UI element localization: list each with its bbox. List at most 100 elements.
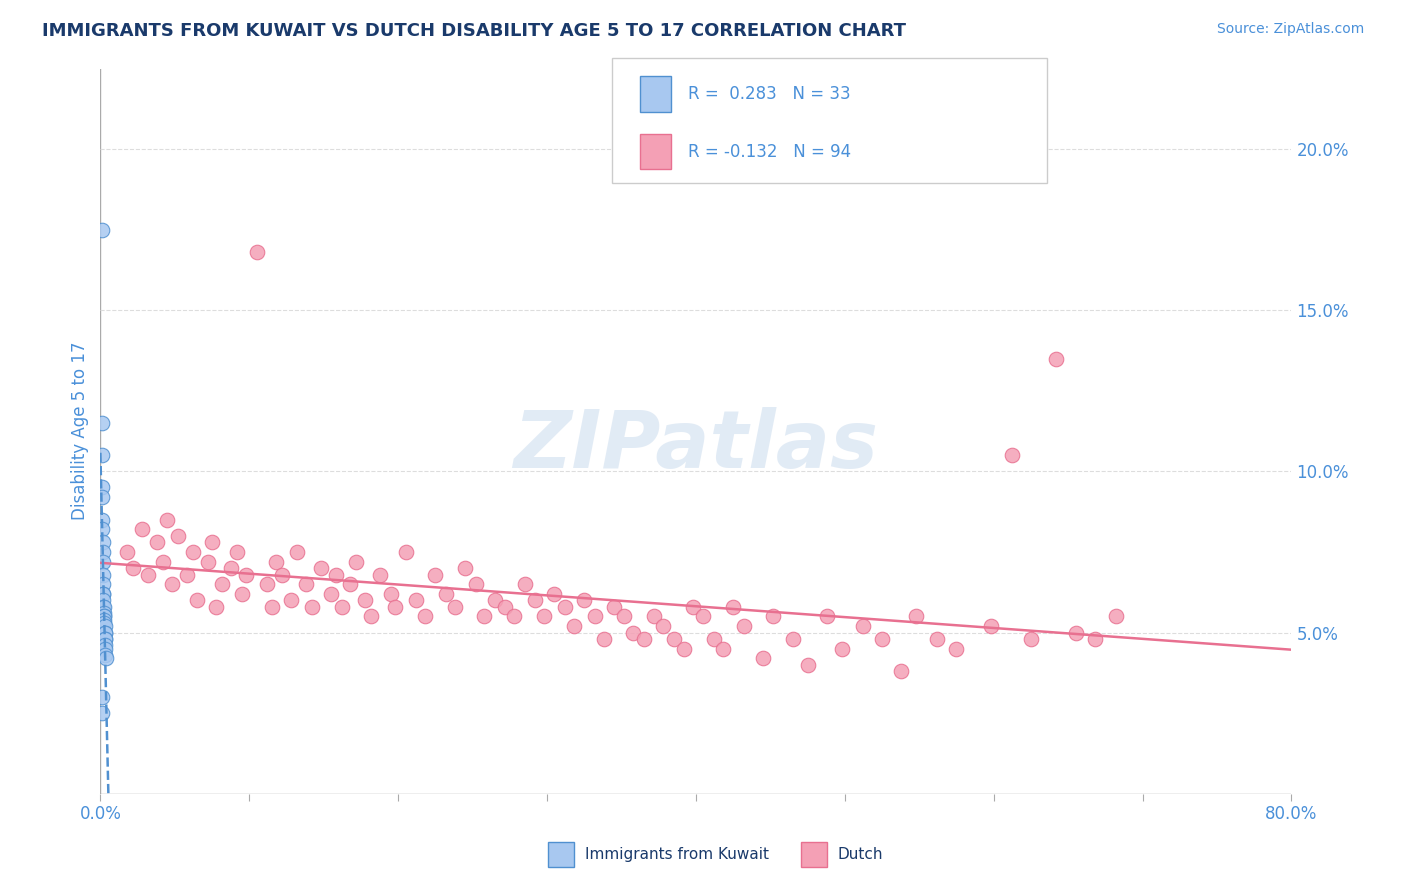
Point <box>91 593 114 607</box>
Text: ZIPatlas: ZIPatlas <box>513 407 879 484</box>
Point <box>246 245 269 260</box>
Point <box>354 593 377 607</box>
Point <box>474 609 496 624</box>
Point <box>852 619 875 633</box>
Point <box>652 619 675 633</box>
Point <box>122 561 145 575</box>
Point <box>796 657 818 672</box>
Point <box>945 641 967 656</box>
Point <box>146 535 169 549</box>
Point <box>93 599 115 614</box>
Point <box>621 625 644 640</box>
Point <box>115 545 138 559</box>
Point <box>980 619 1002 633</box>
Point <box>93 609 115 624</box>
Point <box>91 587 114 601</box>
Point <box>231 587 253 601</box>
Text: IMMIGRANTS FROM KUWAIT VS DUTCH DISABILITY AGE 5 TO 17 CORRELATION CHART: IMMIGRANTS FROM KUWAIT VS DUTCH DISABILI… <box>42 22 907 40</box>
Point <box>93 619 115 633</box>
Point <box>603 599 626 614</box>
Point <box>562 619 585 633</box>
Point <box>1064 625 1087 640</box>
Point <box>633 632 655 646</box>
Point <box>346 555 368 569</box>
Point <box>464 577 486 591</box>
Point <box>554 599 576 614</box>
Point <box>280 593 302 607</box>
Point <box>890 664 912 678</box>
Point <box>425 567 447 582</box>
Point <box>513 577 536 591</box>
Point <box>662 632 685 646</box>
Point <box>692 609 714 624</box>
Text: R =  0.283   N = 33: R = 0.283 N = 33 <box>688 85 851 103</box>
Point <box>93 615 115 630</box>
Point <box>503 609 526 624</box>
Point <box>413 609 436 624</box>
Point <box>94 648 117 662</box>
Point <box>197 555 219 569</box>
Point <box>235 567 257 582</box>
Point <box>94 632 117 646</box>
Point <box>91 555 114 569</box>
Point <box>721 599 744 614</box>
Point <box>831 641 853 656</box>
Point <box>264 555 287 569</box>
Point <box>91 535 114 549</box>
Point <box>94 651 117 665</box>
Point <box>91 545 114 559</box>
Point <box>454 561 477 575</box>
Point <box>583 609 606 624</box>
Point <box>90 481 112 495</box>
Point <box>782 632 804 646</box>
Text: R = -0.132   N = 94: R = -0.132 N = 94 <box>688 143 851 161</box>
Point <box>152 555 174 569</box>
Point <box>1045 351 1067 366</box>
Point <box>226 545 249 559</box>
Y-axis label: Disability Age 5 to 17: Disability Age 5 to 17 <box>72 342 89 520</box>
Point <box>1084 632 1107 646</box>
Point <box>93 609 115 624</box>
Point <box>176 567 198 582</box>
Point <box>905 609 928 624</box>
Point <box>301 599 323 614</box>
Point <box>91 577 114 591</box>
Point <box>494 599 516 614</box>
Text: Immigrants from Kuwait: Immigrants from Kuwait <box>585 847 769 862</box>
Point <box>201 535 224 549</box>
Point <box>156 513 179 527</box>
Point <box>94 632 117 646</box>
Point <box>205 599 228 614</box>
Point <box>271 567 294 582</box>
Point <box>93 625 115 640</box>
Point <box>309 561 332 575</box>
Point <box>330 599 353 614</box>
Point <box>733 619 755 633</box>
Point <box>93 606 115 620</box>
Point <box>574 593 596 607</box>
Point <box>131 522 153 536</box>
Point <box>94 641 117 656</box>
Point <box>815 609 838 624</box>
Point <box>325 567 347 582</box>
Point <box>1105 609 1128 624</box>
Point <box>94 639 117 653</box>
Point <box>91 513 114 527</box>
Point <box>752 651 775 665</box>
Point <box>592 632 614 646</box>
Point <box>90 222 112 236</box>
Point <box>91 599 114 614</box>
Point <box>260 599 283 614</box>
Point <box>91 567 114 582</box>
Point <box>762 609 785 624</box>
Point <box>91 490 114 504</box>
Point <box>870 632 893 646</box>
Point <box>524 593 547 607</box>
Point <box>90 690 112 704</box>
Point <box>643 609 665 624</box>
Point <box>543 587 565 601</box>
Point <box>181 545 204 559</box>
Point <box>533 609 555 624</box>
Text: Source: ZipAtlas.com: Source: ZipAtlas.com <box>1216 22 1364 37</box>
Point <box>94 625 117 640</box>
